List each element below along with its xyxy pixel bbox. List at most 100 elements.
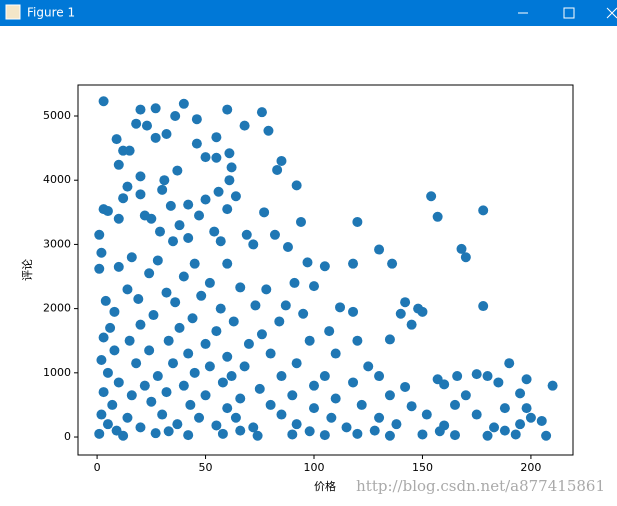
point [478, 301, 489, 312]
point [165, 200, 176, 211]
point [222, 104, 233, 115]
point [250, 300, 261, 311]
point [449, 399, 460, 410]
point [265, 399, 276, 410]
point [541, 430, 552, 441]
point [211, 132, 222, 143]
point [194, 412, 205, 423]
point [226, 371, 237, 382]
point [126, 252, 137, 263]
point [172, 419, 183, 430]
point [113, 159, 124, 170]
point [439, 379, 450, 390]
point [276, 409, 287, 420]
point [102, 419, 113, 430]
point [152, 255, 163, 266]
point [163, 335, 174, 346]
point [133, 293, 144, 304]
point [217, 428, 228, 439]
point [211, 152, 222, 163]
point [183, 348, 194, 359]
point [493, 377, 504, 388]
point [426, 191, 437, 202]
point [417, 429, 428, 440]
point [96, 247, 107, 258]
point [135, 171, 146, 182]
point [215, 236, 226, 247]
point [395, 308, 406, 319]
x-axis-label: 价格 [314, 479, 336, 493]
point [131, 358, 142, 369]
point [168, 358, 179, 369]
maximize-button[interactable] [563, 7, 575, 19]
x-tick-label: 100 [304, 461, 325, 474]
point [102, 367, 113, 378]
point [196, 290, 207, 301]
point [235, 282, 246, 293]
point [235, 393, 246, 404]
point [131, 118, 142, 129]
x-tick-label: 150 [412, 461, 433, 474]
point [222, 204, 233, 215]
point [460, 390, 471, 401]
point [291, 358, 302, 369]
point [304, 335, 315, 346]
point [515, 388, 526, 399]
point [291, 180, 302, 191]
point [252, 430, 263, 441]
point [280, 300, 291, 311]
point [504, 358, 515, 369]
point [330, 348, 341, 359]
point [287, 429, 298, 440]
point [241, 229, 252, 240]
point [352, 335, 363, 346]
point [269, 229, 280, 240]
point [335, 302, 346, 313]
point [183, 232, 194, 243]
point [295, 216, 306, 227]
point [391, 419, 402, 430]
point [113, 377, 124, 388]
point [515, 419, 526, 430]
point [141, 120, 152, 131]
point [482, 430, 493, 441]
point [217, 377, 228, 388]
point [406, 319, 417, 330]
point [272, 164, 283, 175]
point [161, 287, 172, 298]
point [154, 226, 165, 237]
point [421, 409, 432, 420]
y-tick-label: 4000 [43, 173, 71, 186]
point [122, 412, 133, 423]
point [124, 145, 135, 156]
close-button[interactable] [606, 7, 617, 19]
point [111, 425, 122, 436]
point [384, 390, 395, 401]
point [276, 155, 287, 166]
point [452, 371, 463, 382]
point [309, 403, 320, 414]
point [178, 271, 189, 282]
point [230, 412, 241, 423]
point [449, 430, 460, 441]
point [135, 104, 146, 115]
point [521, 403, 532, 414]
point [113, 213, 124, 224]
point [135, 189, 146, 200]
point [499, 425, 510, 436]
point [98, 332, 109, 343]
point [319, 261, 330, 272]
point [113, 261, 124, 272]
point [319, 371, 330, 382]
point [200, 194, 211, 205]
point [94, 263, 105, 274]
point [174, 322, 185, 333]
point [348, 377, 359, 388]
point [157, 409, 168, 420]
point [194, 210, 205, 221]
axes-frame [77, 84, 574, 456]
y-tick-label: 5000 [43, 109, 71, 122]
point [226, 162, 237, 173]
point [287, 390, 298, 401]
